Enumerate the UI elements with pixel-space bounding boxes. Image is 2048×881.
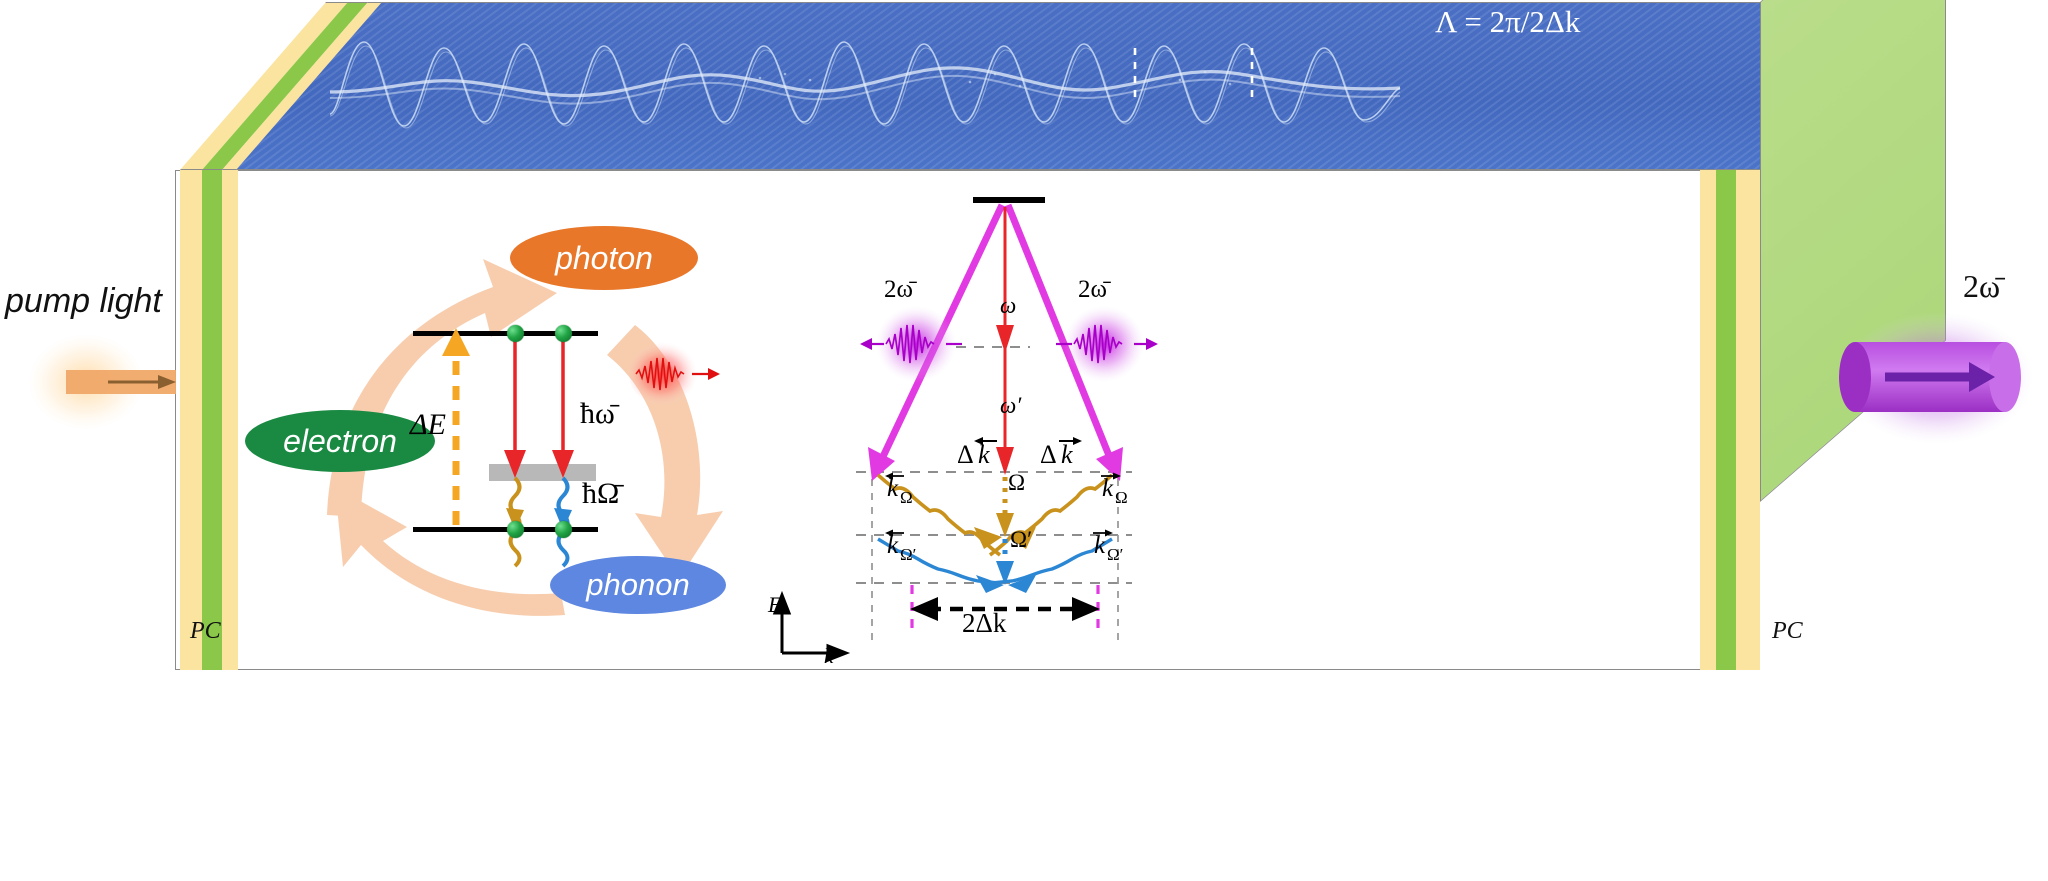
- pc-left-stack: [180, 170, 238, 670]
- pc-right-stack: [1700, 170, 1760, 670]
- k-range-guides: [871, 465, 1119, 643]
- k-omega-right-arrowhead: [1008, 527, 1036, 549]
- omega-prime-big-dotted: [996, 539, 1014, 585]
- pc-left-green: [202, 170, 222, 670]
- k-omega-prime-right-label: k Ω′: [1092, 527, 1154, 569]
- pill-photon: photon: [510, 226, 698, 290]
- output-frequency-label: 2ω̄: [1963, 268, 2001, 304]
- svg-text:k: k: [887, 532, 899, 559]
- omega-beam: [996, 207, 1014, 353]
- k-omega-right-wave: [988, 473, 1114, 557]
- omega-label: ω: [1000, 293, 1017, 318]
- arrow-photon-to-phonon: [607, 325, 723, 579]
- pc-right-label: PC: [1772, 618, 1803, 644]
- k-omega-right-label: k Ω: [1100, 470, 1152, 512]
- output-beam: [1839, 312, 2033, 444]
- pc-right-yellow-outer: [1736, 170, 1760, 670]
- hbar-omega-bar-label: ħω̄: [580, 397, 615, 430]
- svg-text:Ω: Ω: [1115, 488, 1128, 507]
- k-omega-prime-right-wave: [991, 537, 1113, 585]
- svg-text:k: k: [1061, 440, 1073, 469]
- sideband-left-label: 2ω̄: [884, 276, 913, 303]
- svg-text:Ω′: Ω′: [1107, 545, 1123, 564]
- k-space-phase-matching: [772, 203, 1132, 663]
- photon-electron-phonon-cycle-arrows: [327, 259, 723, 616]
- pc-left-yellow-inner: [222, 170, 238, 670]
- k-omega-prime-left-wave: [877, 537, 999, 585]
- grating-period-formula: Λ = 2π/2Δk: [1435, 4, 1581, 39]
- omega-big-dotted: [996, 477, 1014, 537]
- pill-phonon: phonon: [550, 556, 726, 614]
- big-omega-label: Ω: [1008, 470, 1026, 495]
- emission-arrow-left: [504, 336, 526, 478]
- pump-excitation-arrow: [442, 328, 470, 525]
- pc-right-green: [1716, 170, 1736, 670]
- arrow-electron-to-photon: [327, 259, 557, 517]
- energy-momentum-axes: [772, 590, 851, 663]
- svg-text:Ω′: Ω′: [900, 545, 916, 564]
- pill-electron: electron: [245, 410, 435, 472]
- reference-lines: [856, 346, 1132, 584]
- pump-beam: [28, 334, 176, 430]
- two-delta-k-label: 2Δk: [962, 608, 1007, 638]
- pc-right-yellow-inner: [1700, 170, 1716, 670]
- k-diagram-source-level: [973, 197, 1045, 203]
- delta-E-label: ΔE: [410, 408, 446, 441]
- sideband-right-label: 2ω̄: [1078, 276, 1107, 303]
- svg-text:Ω: Ω: [900, 488, 913, 507]
- phonon-gold-arrowhead: [506, 508, 524, 530]
- hbar-Omega-bar-label: ħΩ̄: [582, 477, 620, 510]
- sideband-wavepacket-left: [860, 306, 962, 382]
- energy-axis-label: E: [768, 592, 782, 617]
- svg-text:k: k: [1102, 475, 1114, 502]
- svg-text:k: k: [887, 475, 899, 502]
- electron-dot-ground-right: [555, 521, 572, 538]
- svg-text:k: k: [1094, 532, 1106, 559]
- delta-k-right-label: Δ k: [1040, 435, 1096, 476]
- k-omega-prime-left-label: k Ω′: [885, 527, 947, 569]
- k-omega-prime-right-arrowhead: [1008, 575, 1036, 593]
- k-omega-left-label: k Ω: [885, 470, 937, 512]
- electron-dot-ground-left: [507, 521, 524, 538]
- k-omega-left-arrowhead: [974, 527, 1002, 549]
- pc-left-label: PC: [190, 618, 221, 644]
- span-markers: [910, 585, 1100, 631]
- pc-left-yellow-outer: [180, 170, 202, 670]
- sideband-wavepacket-right: [1056, 306, 1158, 382]
- emission-arrow-right: [552, 336, 574, 478]
- k-omega-prime-left-arrowhead: [976, 575, 1004, 593]
- delta-k-left-label: Δ k: [957, 435, 1013, 476]
- omega-prime-label: ω′: [1000, 393, 1022, 418]
- electron-dot-excited-left: [507, 325, 524, 342]
- two-delta-k-arrow: [910, 597, 1100, 621]
- electron-dot-excited-right: [555, 325, 572, 342]
- pump-light-label: pump light: [5, 282, 162, 320]
- ground-state-level: [413, 527, 598, 532]
- excited-state-level: [413, 331, 598, 336]
- momentum-axis-label: k: [824, 644, 834, 668]
- red-photon-wavepacket: [629, 342, 720, 406]
- phonon-blue-arrowhead: [554, 508, 572, 530]
- svg-text:Δ: Δ: [1040, 440, 1057, 469]
- omega-prime-beam: [996, 345, 1014, 475]
- slab-top-face: [230, 2, 1907, 170]
- svg-text:Δ: Δ: [957, 440, 974, 469]
- svg-text:k: k: [978, 440, 990, 469]
- big-omega-prime-label: Ω′: [1010, 527, 1033, 552]
- arrow-phonon-to-electron: [335, 487, 565, 616]
